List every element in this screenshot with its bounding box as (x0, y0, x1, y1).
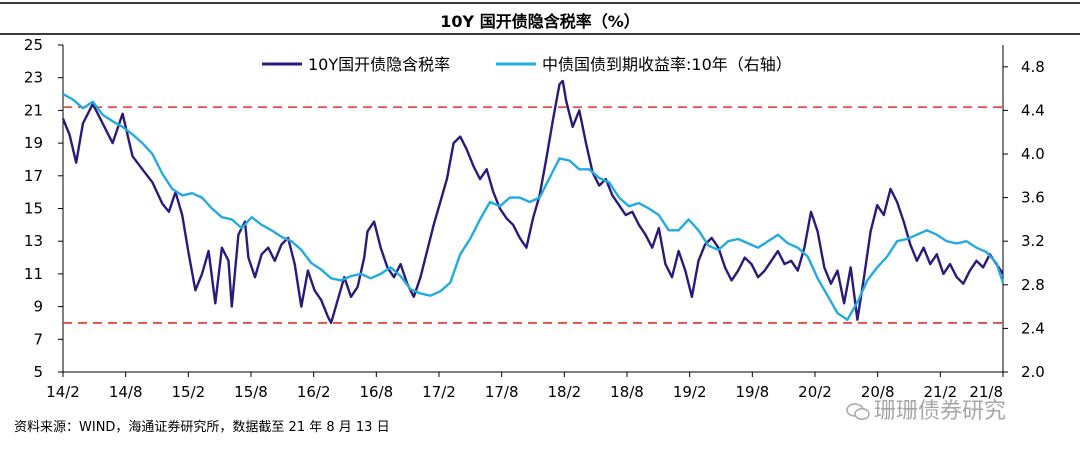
line-chart: 5 7 9 11 13 15 17 19 21 23 25 2.0 2.4 2.8 3.2 3.6 4.0 4.4… (24, 36, 1045, 401)
axes-layer: 5 7 9 11 13 15 17 19 21 23 25 2.0 2.4 2.8 3.2 3.6 4.0 4.4… (24, 36, 1045, 401)
legend: 10Y国开债隐含税率 中债国债到期收益率:10年（右轴） (262, 55, 792, 74)
watermark-text: 珊珊债券研究 (874, 399, 1007, 424)
x-tick-label: 19/8 (735, 383, 769, 401)
left-tick-label: 7 (33, 330, 43, 348)
x-tick-label: 16/2 (297, 383, 331, 401)
left-tick-label: 5 (33, 363, 43, 381)
title-bar: 10Y 国开债隐含税率（%） (0, 0, 1080, 35)
x-tick-label: 21/2 (923, 383, 957, 401)
x-tick-label: 20/8 (861, 383, 895, 401)
series-line-1 (62, 93, 1005, 321)
right-tick-label: 2.4 (1021, 319, 1045, 337)
x-tick-label: 14/8 (109, 383, 143, 401)
right-tick-label: 4.0 (1021, 145, 1045, 163)
x-tick-label: 15/2 (171, 383, 205, 401)
right-tick-label: 3.2 (1021, 232, 1045, 250)
watermark: 珊珊债券研究 (846, 393, 1006, 425)
left-tick-label: 23 (24, 69, 43, 87)
left-tick-label: 9 (33, 298, 43, 316)
wechat-icon (846, 403, 870, 420)
legend-label-1: 中债国债到期收益率:10年（右轴） (542, 55, 792, 74)
left-tick-label: 13 (24, 232, 43, 250)
left-tick-label: 15 (24, 200, 43, 218)
left-tick-label: 25 (24, 36, 43, 54)
x-tick-label: 17/8 (485, 383, 519, 401)
title-rule-bottom (0, 33, 1080, 35)
left-tick-label: 11 (24, 265, 43, 283)
right-tick-label: 2.0 (1021, 363, 1045, 381)
left-tick-label: 17 (24, 167, 43, 185)
x-tick-label: 16/8 (359, 383, 393, 401)
x-tick-label: 15/8 (234, 383, 268, 401)
x-tick-label: 18/8 (610, 383, 644, 401)
x-tick-label: 18/2 (547, 383, 581, 401)
x-tick-label: 19/2 (673, 383, 707, 401)
title-rule-top (0, 2, 1080, 4)
reference-lines (63, 106, 1003, 324)
left-tick-label: 19 (24, 134, 43, 152)
series-layer (61, 79, 1005, 325)
x-tick-label: 21/8 (969, 383, 1003, 401)
right-tick-label: 4.4 (1021, 101, 1045, 119)
series-line-0 (61, 79, 1004, 325)
left-tick-label: 21 (24, 101, 43, 119)
chart-title: 10Y 国开债隐含税率（%） (440, 12, 640, 31)
right-tick-label: 3.6 (1021, 189, 1045, 207)
legend-label-0: 10Y国开债隐含税率 (308, 55, 450, 74)
x-tick-label: 17/2 (422, 383, 456, 401)
x-tick-label: 20/2 (798, 383, 832, 401)
x-tick-label: 14/2 (46, 383, 80, 401)
right-tick-label: 2.8 (1021, 276, 1045, 294)
right-tick-label: 4.8 (1021, 58, 1045, 76)
source-note: 资料来源：WIND，海通证券研究所，数据截至 21 年 8 月 13 日 (14, 420, 390, 435)
